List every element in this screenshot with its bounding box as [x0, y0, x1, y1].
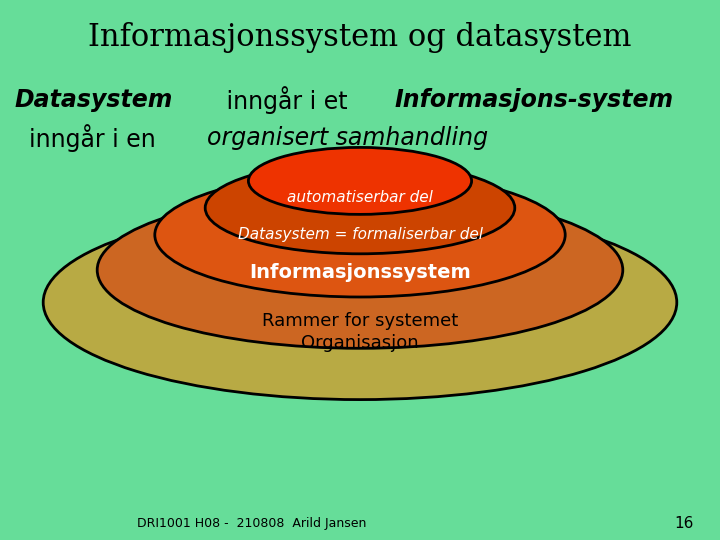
Text: Organisasjon: Organisasjon [301, 334, 419, 352]
Text: Datasystem = formaliserbar del: Datasystem = formaliserbar del [238, 227, 482, 242]
Text: Rammer for systemet: Rammer for systemet [262, 312, 458, 330]
Text: Informasjonssystem: Informasjonssystem [249, 263, 471, 282]
Ellipse shape [248, 147, 472, 214]
Text: Informasjons-system: Informasjons-system [395, 88, 673, 112]
Text: DRI1001 H08 -  210808  Arild Jansen: DRI1001 H08 - 210808 Arild Jansen [138, 517, 366, 530]
Text: inngår i en: inngår i en [14, 124, 163, 152]
Text: automatiserbar del: automatiserbar del [287, 190, 433, 205]
Text: 16: 16 [675, 516, 693, 531]
Text: Datasystem: Datasystem [14, 88, 173, 112]
Ellipse shape [43, 205, 677, 400]
Ellipse shape [97, 192, 623, 348]
Text: Informasjonssystem og datasystem: Informasjonssystem og datasystem [89, 22, 631, 53]
Ellipse shape [155, 173, 565, 297]
Text: inngår i et: inngår i et [219, 86, 355, 114]
Text: organisert samhandling: organisert samhandling [207, 126, 488, 150]
Ellipse shape [205, 162, 515, 254]
